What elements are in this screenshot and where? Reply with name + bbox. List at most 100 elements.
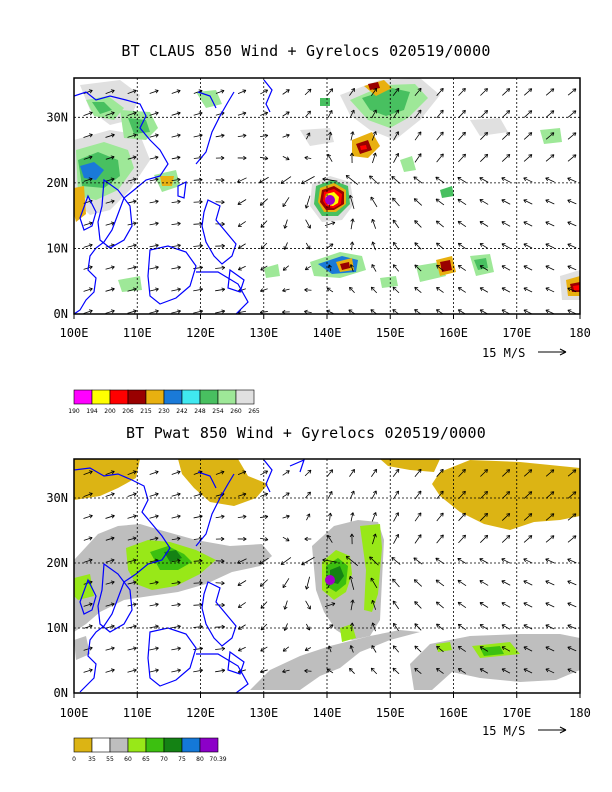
wind-vector — [105, 537, 115, 541]
wind-vector — [305, 110, 311, 118]
wind-vector — [237, 558, 247, 564]
wind-vector — [480, 110, 488, 118]
wind-vector — [501, 580, 511, 586]
wind-vector — [523, 265, 533, 271]
wind-vector — [436, 88, 444, 96]
wind-vector — [501, 265, 511, 271]
wind-vector — [480, 132, 488, 140]
wind-vector — [83, 493, 93, 497]
wind-vector — [193, 310, 203, 314]
wind-vector — [127, 156, 137, 160]
wind-vector — [127, 471, 137, 475]
wind-vector — [567, 558, 577, 564]
colorbar-label: 35 — [88, 756, 96, 763]
wind-vector — [523, 513, 533, 521]
wind-vector — [327, 491, 333, 499]
x-tick-label: 170E — [502, 326, 531, 340]
wind-vector — [149, 134, 159, 138]
wind-vector — [215, 515, 225, 519]
wind-vector — [501, 558, 511, 564]
wind-vector — [327, 110, 333, 118]
x-tick-label: 110E — [123, 326, 152, 340]
wind-vector — [458, 646, 466, 652]
y-tick-label: 0N — [54, 307, 68, 321]
wind-vector — [345, 555, 359, 567]
wind-vector — [523, 177, 533, 183]
wind-vector — [413, 198, 423, 206]
wind-vector — [349, 88, 355, 96]
wind-vector — [149, 669, 159, 673]
wind-vector — [105, 288, 115, 292]
wind-vector — [127, 647, 137, 651]
wind-vector — [501, 221, 511, 227]
wind-vector — [369, 556, 379, 566]
wind-vector — [149, 581, 159, 585]
wind-vector — [501, 177, 511, 183]
colorbar-label: 75 — [178, 756, 186, 763]
wind-vector — [149, 603, 159, 607]
colorbar-label: 70.39 — [209, 756, 226, 763]
wind-vector — [193, 288, 203, 292]
wind-vector — [171, 244, 181, 248]
wind-vector — [567, 668, 577, 674]
wind-vector — [282, 515, 290, 519]
panel2-gyre-marker — [325, 575, 335, 585]
wind-vector — [523, 110, 533, 118]
wind-vector — [127, 310, 137, 314]
wind-vector — [280, 557, 292, 565]
wind-vector — [436, 490, 444, 500]
wind-vector — [414, 490, 422, 500]
y-tick-label: 0N — [54, 686, 68, 700]
wind-vector — [392, 197, 400, 207]
wind-vector — [350, 599, 354, 611]
wind-vector — [237, 112, 247, 116]
wind-vector — [371, 219, 377, 229]
wind-vector — [436, 153, 444, 163]
wind-vector — [127, 581, 137, 585]
wind-vector — [523, 624, 533, 630]
wind-vector — [458, 668, 466, 674]
colorbar-label: 260 — [230, 408, 242, 415]
wind-vector — [392, 667, 400, 675]
x-tick-label: 180 — [569, 326, 591, 340]
wind-vector — [436, 287, 444, 293]
colorbar-label: 215 — [140, 408, 152, 415]
wind-vector — [350, 218, 354, 230]
wind-vector — [238, 243, 246, 249]
wind-vector — [193, 112, 203, 116]
wind-vector — [371, 645, 377, 653]
colorbar-swatch — [199, 389, 219, 405]
wind-vector — [457, 220, 467, 228]
wind-vector — [83, 581, 93, 585]
x-tick-label: 100E — [60, 326, 89, 340]
x-tick-label: 150E — [376, 706, 405, 720]
wind-vector — [480, 491, 488, 499]
wind-vector — [237, 177, 247, 183]
colorbar-label: 200 — [104, 408, 116, 415]
wind-vector — [436, 668, 444, 674]
wind-vector — [83, 134, 93, 138]
wind-vector — [149, 647, 159, 651]
wind-vector — [149, 515, 159, 519]
wind-vector — [567, 602, 577, 608]
wind-vector — [105, 581, 115, 585]
wind-vector — [171, 134, 181, 138]
wind-vector — [371, 131, 377, 141]
wind-vector — [127, 266, 137, 270]
y-tick-label: 10N — [46, 621, 68, 635]
colorbar-label: 242 — [176, 408, 188, 415]
wind-vector — [436, 623, 444, 631]
wind-vector — [567, 154, 577, 162]
wind-vector — [328, 264, 332, 272]
wind-vector — [545, 469, 555, 477]
wind-vector — [370, 196, 378, 208]
wind-vector — [171, 90, 181, 94]
wind-vector — [282, 536, 290, 542]
colorbar-swatch — [163, 389, 183, 405]
wind-vector — [171, 603, 181, 607]
wind-vector — [502, 469, 510, 477]
wind-vector — [322, 559, 338, 563]
wind-vector — [523, 580, 533, 586]
y-tick-label: 30N — [46, 491, 68, 505]
wind-vector — [149, 112, 159, 116]
